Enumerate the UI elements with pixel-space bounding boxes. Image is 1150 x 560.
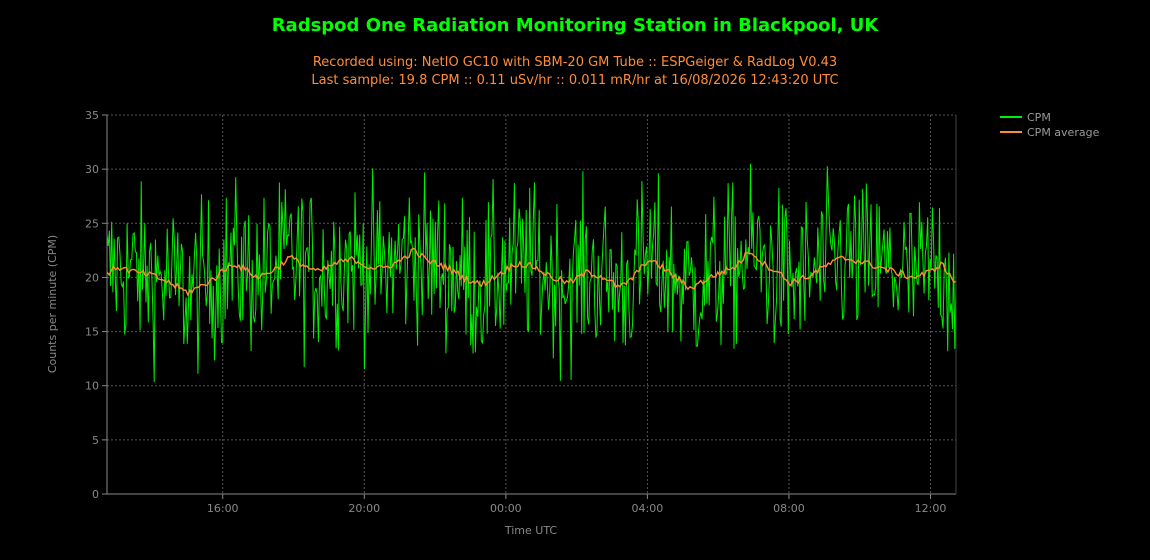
y-tick-label: 10: [85, 380, 99, 393]
grid-lines: [107, 114, 956, 494]
y-tick-label: 20: [85, 271, 99, 284]
x-tick-label: 00:00: [490, 502, 522, 515]
legend-label: CPM: [1027, 111, 1051, 124]
legend: CPM CPM average: [1000, 111, 1100, 139]
x-axis-ticks: 16:00 20:00 00:00 04:00 08:00 12:00: [207, 494, 946, 515]
y-tick-label: 15: [85, 326, 99, 339]
y-tick-label: 0: [92, 488, 99, 501]
x-tick-label: 20:00: [348, 502, 380, 515]
chart-subtitle-last-sample: Last sample: 19.8 CPM :: 0.11 uSv/hr :: …: [311, 73, 839, 88]
series-line-cpm: [106, 163, 957, 383]
y-tick-label: 5: [92, 434, 99, 447]
y-axis-ticks: 0 5 10 15 20 25 30 35: [85, 109, 107, 501]
y-tick-label: 30: [85, 163, 99, 176]
legend-label: CPM average: [1027, 126, 1100, 139]
plot-axes: [106, 115, 957, 495]
x-tick-label: 16:00: [207, 502, 239, 515]
x-tick-label: 04:00: [632, 502, 664, 515]
series-line-cpm-average: [106, 247, 957, 297]
x-tick-label: 12:00: [915, 502, 947, 515]
y-axis-title: Counts per minute (CPM): [46, 235, 59, 373]
x-tick-label: 08:00: [773, 502, 805, 515]
chart-title: Radspod One Radiation Monitoring Station…: [271, 15, 879, 36]
y-tick-label: 25: [85, 217, 99, 230]
x-axis-title: Time UTC: [504, 524, 558, 537]
y-tick-label: 35: [85, 109, 99, 122]
chart-subtitle-recorder: Recorded using: NetIO GC10 with SBM-20 G…: [312, 55, 838, 70]
